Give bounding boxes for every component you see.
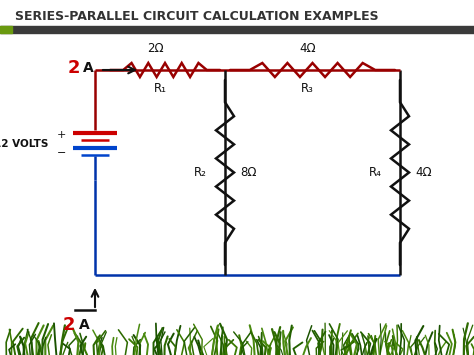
- Bar: [0, 26, 12, 33]
- Text: −: −: [56, 148, 66, 158]
- Text: 4Ω: 4Ω: [299, 42, 316, 55]
- Text: 2Ω: 2Ω: [146, 42, 164, 55]
- Text: A: A: [79, 318, 90, 332]
- Text: 2: 2: [67, 59, 80, 77]
- Text: 4Ω: 4Ω: [415, 166, 432, 179]
- Text: +: +: [56, 130, 66, 140]
- Text: 2: 2: [63, 316, 75, 334]
- Bar: [0, 26, 474, 33]
- Text: R₂: R₂: [194, 166, 207, 179]
- Text: 12 VOLTS: 12 VOLTS: [0, 139, 48, 149]
- Text: 8Ω: 8Ω: [240, 166, 256, 179]
- Text: R₄: R₄: [369, 166, 382, 179]
- Text: A: A: [83, 61, 94, 75]
- Text: SERIES-PARALLEL CIRCUIT CALCULATION EXAMPLES: SERIES-PARALLEL CIRCUIT CALCULATION EXAM…: [15, 11, 379, 23]
- Text: R₁: R₁: [154, 82, 166, 95]
- Text: R₃: R₃: [301, 82, 314, 95]
